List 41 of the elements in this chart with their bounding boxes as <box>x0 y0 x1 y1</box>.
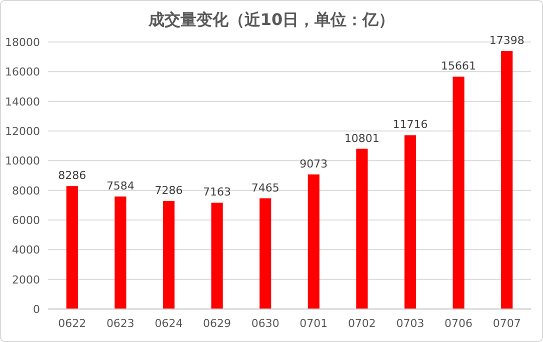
x-tick-label: 0702 <box>348 317 376 330</box>
bar <box>66 186 78 309</box>
x-tick-label: 0629 <box>203 317 232 330</box>
data-label: 7286 <box>154 184 183 197</box>
x-tick-label: 0707 <box>492 317 521 330</box>
y-tick-label: 6000 <box>12 214 40 227</box>
data-label: 17398 <box>489 34 524 47</box>
y-tick-label: 8000 <box>12 184 40 198</box>
data-label: 8286 <box>58 169 86 182</box>
x-tick-label: 0623 <box>106 317 134 330</box>
chart-title: 成交量变化（近10日，单位：亿） <box>147 10 395 29</box>
x-tick-label: 0701 <box>300 317 328 330</box>
y-tick-label: 14000 <box>5 95 40 108</box>
x-tick-label: 0630 <box>251 317 280 330</box>
y-tick-label: 18000 <box>5 36 40 49</box>
bar <box>211 202 223 309</box>
y-tick-label: 0 <box>33 303 40 316</box>
bar <box>452 76 464 309</box>
bar <box>162 200 175 309</box>
data-label: 7465 <box>251 181 280 194</box>
x-tick-label: 0622 <box>58 317 86 330</box>
y-tick-label: 10000 <box>5 154 40 168</box>
y-tick-label: 2000 <box>12 273 40 286</box>
x-tick-label: 0706 <box>444 317 473 330</box>
bar <box>308 174 320 309</box>
bar <box>404 135 416 309</box>
y-tick-label: 16000 <box>5 66 40 79</box>
data-label: 10801 <box>344 132 380 145</box>
x-tick-label: 0624 <box>154 317 183 330</box>
data-label: 9073 <box>300 157 328 170</box>
bar <box>260 198 272 309</box>
bar <box>114 196 126 309</box>
y-tick-label: 4000 <box>12 244 40 257</box>
data-label: 11716 <box>392 118 428 132</box>
bar <box>356 148 368 309</box>
data-label: 7163 <box>203 186 232 199</box>
data-label: 15661 <box>441 60 476 73</box>
data-label: 7584 <box>106 180 134 193</box>
x-tick-label: 0703 <box>396 317 424 330</box>
bar <box>501 50 513 309</box>
y-tick-label: 12000 <box>5 125 40 138</box>
